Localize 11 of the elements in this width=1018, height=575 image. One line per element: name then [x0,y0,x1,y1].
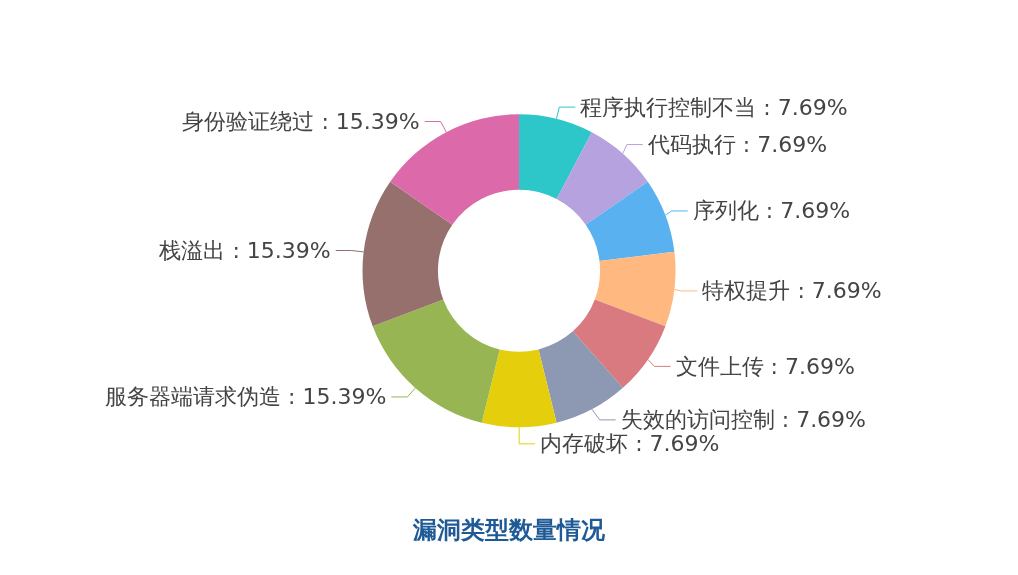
slice-label: 代码执行 : 7.69% [646,132,828,158]
slice-label: 身份验证绕过 : 15.39% [182,109,420,135]
slice-label: 文件上传 : 7.69% [675,353,855,379]
slice-label: 服务器端请求伪造 : 15.39% [105,384,387,410]
slice-label: 程序执行控制不当 : 7.69% [580,94,848,120]
slice-label: 特权提升 : 7.69% [702,278,882,304]
slice-label: 内存破坏 : 7.69% [540,431,720,457]
slice-label: 序列化 : 7.69% [692,198,851,224]
slice-label: 栈溢出 : 15.39% [158,238,331,263]
slice-label: 失效的访问控制 : 7.69% [620,407,867,433]
text: 漏洞类型数量情况 [412,516,606,544]
